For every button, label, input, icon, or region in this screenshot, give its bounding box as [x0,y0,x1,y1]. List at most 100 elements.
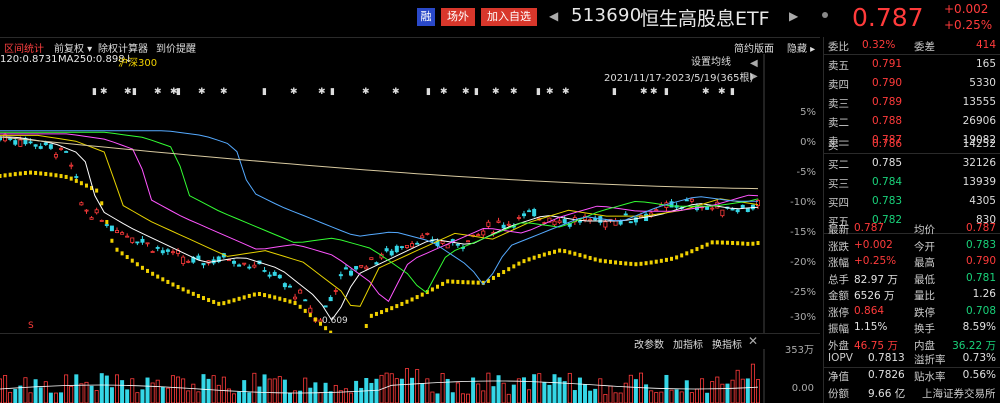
candle-body [710,207,715,210]
volume-bar [277,376,282,403]
price-alert-button[interactable]: 到价提醒 [156,44,196,55]
prev-security-arrow-icon[interactable]: ◀ [549,9,559,23]
menu-dot-icon[interactable] [822,12,828,18]
fund-value: 0.56% [962,369,996,381]
volume-bar [659,391,664,403]
candle-body [328,297,333,302]
simple-layout-button[interactable]: 简约版面 [734,44,774,55]
event-marker-icon[interactable]: ✱ [718,87,726,97]
event-marker-icon[interactable]: ✱ [440,87,448,97]
candle-body [216,256,221,263]
volume-bar [756,379,761,403]
event-marker-icon[interactable]: ✱ [290,87,298,97]
stat-label: 涨幅 [828,257,849,269]
event-marker-icon[interactable]: ▮ [730,87,735,97]
event-marker-icon[interactable]: ✱ [318,87,326,97]
close-icon[interactable]: ✕ [748,334,759,348]
index-candle [227,299,231,304]
volume-bar [496,375,501,403]
swap-indicator-button[interactable]: 换指标 [712,340,742,351]
candle-body [486,221,491,227]
bid-row: 买二 0.785 32126 [824,155,1000,171]
scroll-left-arrow-icon[interactable]: ◀ [750,58,758,69]
index-candle [558,248,562,253]
stat-value: 8.59% [962,321,996,333]
event-marker-icon[interactable]: ▮ [330,87,335,97]
event-marker-icon[interactable]: ✱ [362,87,370,97]
event-marker-icon[interactable]: ✱ [640,87,648,97]
adjust-mode-dropdown[interactable]: 前复权 ▾ [54,44,93,55]
candle-body [201,262,206,266]
event-marker-icon[interactable]: ✱ [198,87,206,97]
next-security-arrow-icon[interactable]: ▶ [789,9,799,23]
range-stat-button[interactable]: 区间统计 [4,44,44,55]
index-candle [644,261,648,266]
stat-row: 最新 0.787 均价 0.787 [824,220,1000,236]
stat-value: +0.002 [854,238,893,251]
scroll-right-arrow-icon[interactable]: ▶ [750,71,758,82]
volume-chart[interactable] [0,349,820,403]
index-candle [115,247,119,252]
hide-panel-button[interactable]: 隐藏 ▸ [787,44,816,55]
y-axis-tick-label: -20% [790,257,816,268]
index-candle [629,261,633,266]
candle-body [404,245,409,249]
index-compare-label[interactable]: 沪深300 [118,58,158,69]
event-marker-icon[interactable]: ✱ [170,87,178,97]
index-candle [171,282,175,287]
candle-body [343,267,348,270]
event-marker-icon[interactable]: ✱ [510,87,518,97]
event-marker-icon[interactable]: ✱ [562,87,570,97]
event-marker-icon[interactable]: ▮ [92,87,97,97]
event-marker-icon[interactable]: ▮ [474,87,479,97]
index-candle [456,279,460,284]
event-marker-icon[interactable]: ▮ [664,87,669,97]
fund-value: 0.73% [962,352,996,364]
event-marker-icon[interactable]: ✱ [702,87,710,97]
event-marker-icon[interactable]: ✱ [392,87,400,97]
candle-body [272,271,277,276]
index-candle [512,264,516,269]
stat-row: 金额 6526 万 量比 1.26 [824,286,1000,302]
volume-bar [700,378,705,403]
event-marker-icon[interactable]: ✱ [124,87,132,97]
volume-bar [272,378,277,403]
event-marker-icon[interactable]: ▮ [536,87,541,97]
event-marker-icon[interactable]: ▮ [176,87,181,97]
index-candle [18,171,22,176]
event-marker-icon[interactable]: ✱ [220,87,228,97]
event-marker-icon[interactable]: ✱ [100,87,108,97]
event-marker-icon[interactable]: ✱ [546,87,554,97]
index-candle [675,255,679,260]
fund-value: 9.66 亿 [868,388,906,400]
change-param-button[interactable]: 改参数 [634,340,664,351]
otc-tag[interactable]: 场外 [441,8,475,26]
event-marker-icon[interactable]: ✱ [492,87,500,97]
candle-body [303,299,308,302]
candle-body [99,220,104,222]
volume-bar [303,377,308,403]
bid-row: 买五 0.782 830 [824,212,1000,228]
volume-bar [567,372,572,403]
event-marker-icon[interactable]: ▮ [132,87,137,97]
event-marker-icon[interactable]: ▮ [612,87,617,97]
ma-line [0,130,758,286]
bid-volume: 4305 [969,195,996,207]
event-marker-icon[interactable]: ▮ [426,87,431,97]
set-ma-button[interactable]: 设置均线 [691,57,731,68]
margin-tag[interactable]: 融 [417,8,435,26]
event-marker-icon[interactable]: ✱ [154,87,162,97]
event-marker-icon[interactable]: ✱ [462,87,470,97]
add-watchlist-button[interactable]: 加入自选 [481,8,537,26]
volume-bar [684,380,689,403]
ma-line [0,131,759,294]
volume-bar [120,380,125,403]
ma-line [0,134,759,307]
volume-bar [394,378,399,403]
event-marker-icon[interactable]: ✱ [650,87,658,97]
add-indicator-button[interactable]: 加指标 [673,340,703,351]
volume-bar [404,368,409,403]
event-marker-icon[interactable]: ▮ [262,87,267,97]
ex-rights-calculator-button[interactable]: 除权计算器 [98,44,148,55]
